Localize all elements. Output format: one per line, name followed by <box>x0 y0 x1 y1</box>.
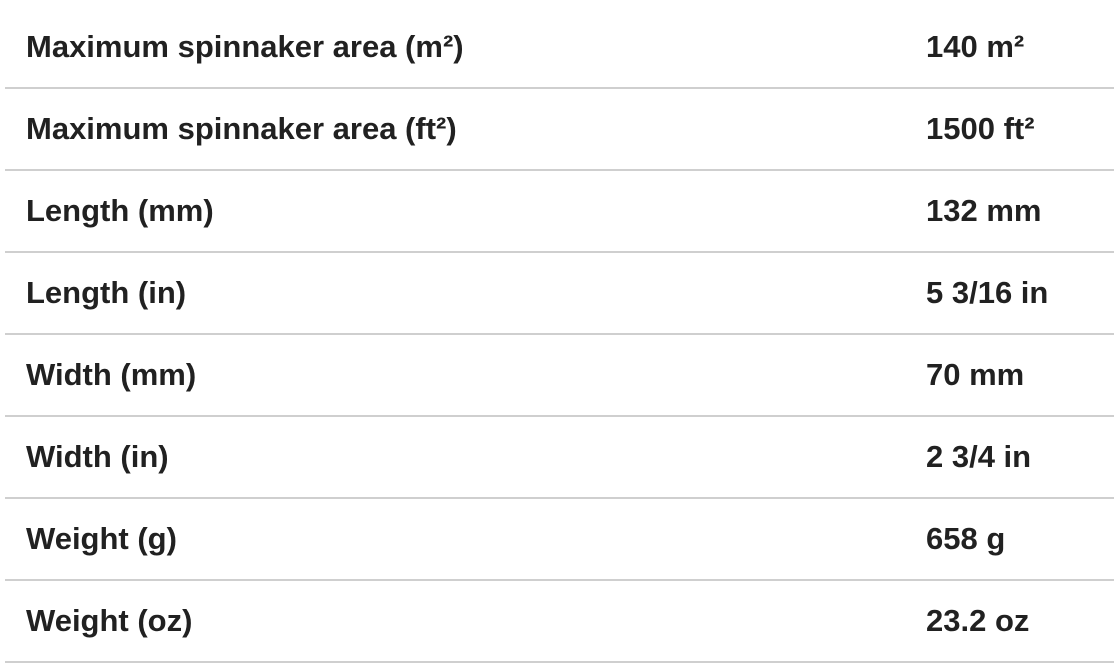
spec-value: 1500 ft² <box>926 111 1035 147</box>
spec-row-length-mm: Length (mm) 132 mm <box>5 171 1114 253</box>
spec-row-width-in: Width (in) 2 3/4 in <box>5 417 1114 499</box>
spec-value: 2 3/4 in <box>926 439 1032 475</box>
spec-value: 70 mm <box>926 357 1025 393</box>
spec-row-width-mm: Width (mm) 70 mm <box>5 335 1114 417</box>
spec-label: Length (in) <box>26 275 187 311</box>
spec-row-max-spinnaker-area-ft2: Maximum spinnaker area (ft²) 1500 ft² <box>5 89 1114 171</box>
spec-row-weight-g: Weight (g) 658 g <box>5 499 1114 581</box>
spec-value: 140 m² <box>926 29 1025 65</box>
spec-value: 5 3/16 in <box>926 275 1049 311</box>
spec-value: 23.2 oz <box>926 603 1030 639</box>
spec-label: Weight (g) <box>26 521 177 557</box>
spec-row-length-in: Length (in) 5 3/16 in <box>5 253 1114 335</box>
spec-label: Maximum spinnaker area (m²) <box>26 29 464 65</box>
spec-row-max-spinnaker-area-m2: Maximum spinnaker area (m²) 140 m² <box>5 7 1114 89</box>
spec-label: Length (mm) <box>26 193 214 229</box>
specifications-table: Maximum spinnaker area (m²) 140 m² Maxim… <box>5 0 1114 663</box>
spec-value: 132 mm <box>926 193 1042 229</box>
spec-value: 658 g <box>926 521 1006 557</box>
spec-label: Weight (oz) <box>26 603 193 639</box>
spec-label: Width (in) <box>26 439 169 475</box>
spec-row-weight-oz: Weight (oz) 23.2 oz <box>5 581 1114 663</box>
spec-label: Maximum spinnaker area (ft²) <box>26 111 457 147</box>
spec-label: Width (mm) <box>26 357 197 393</box>
